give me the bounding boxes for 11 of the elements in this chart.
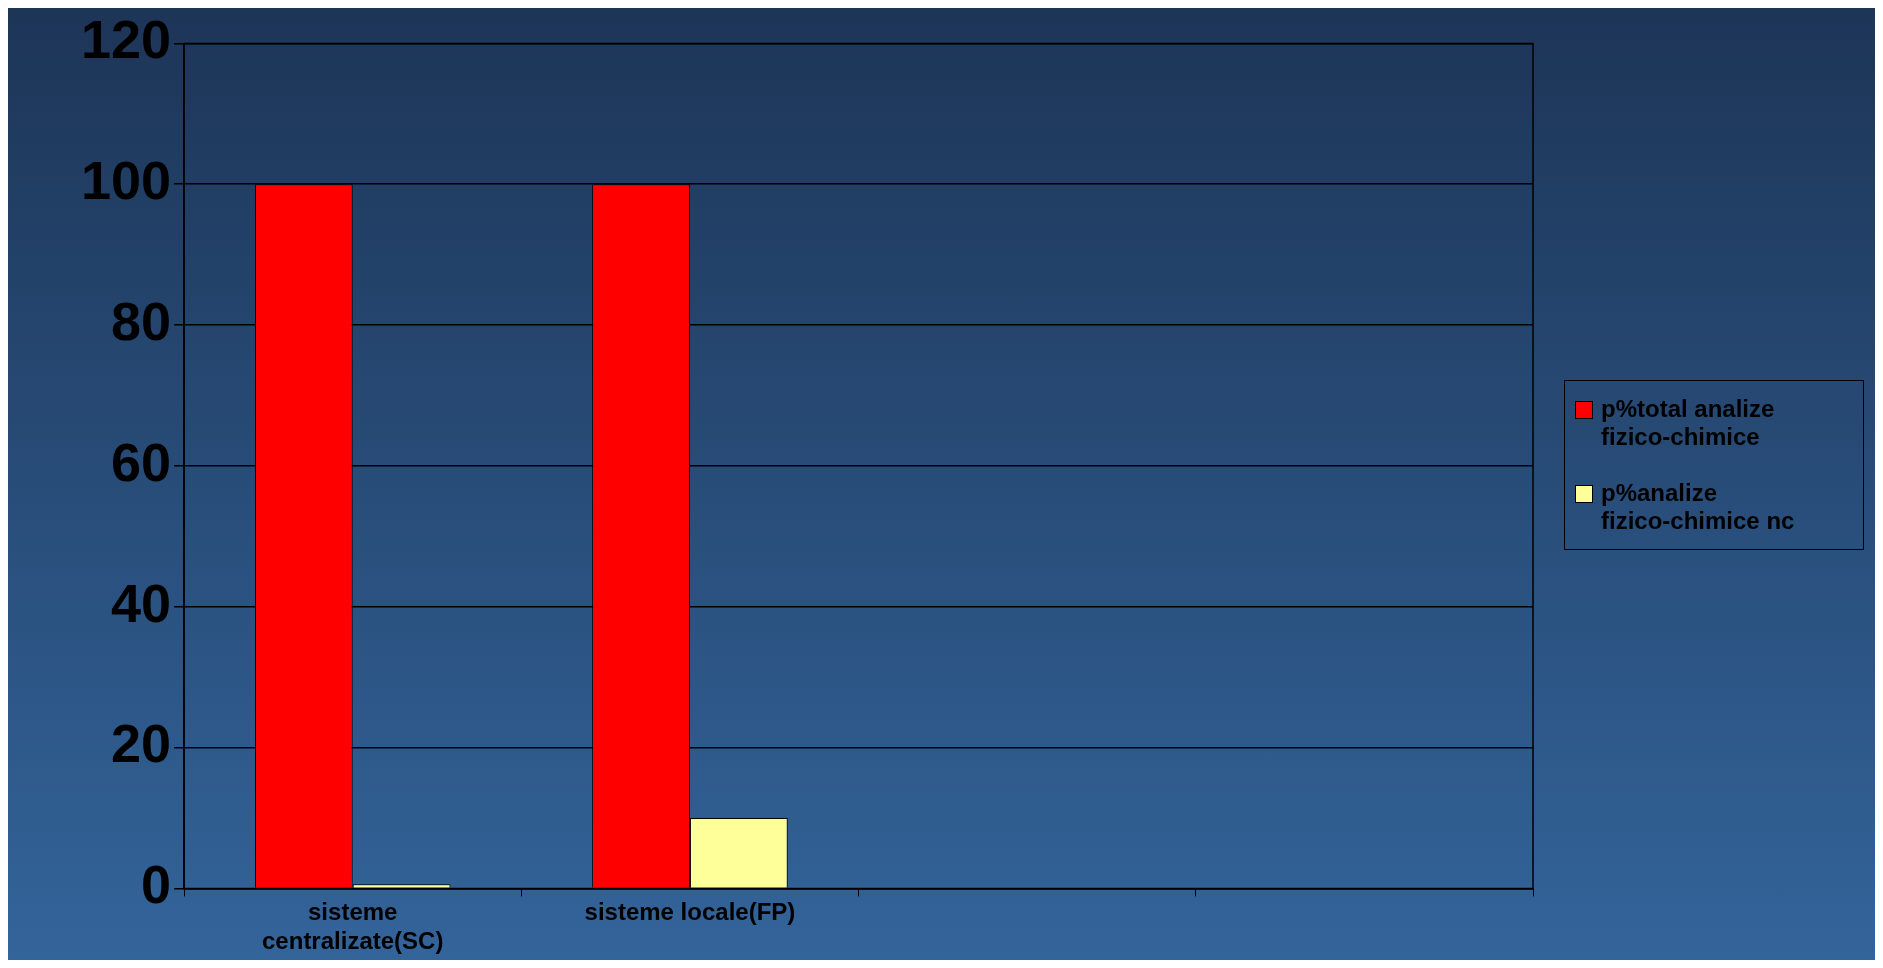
x-tick-label: sisteme centralizate(SC)	[262, 898, 444, 955]
y-tick-label: 40	[111, 572, 172, 633]
x-tick-label: sisteme locale(FP)	[584, 898, 796, 926]
legend-label: p%analize fizico-chimice nc	[1601, 479, 1795, 534]
y-tick-label: 20	[111, 713, 172, 774]
y-tick-label: 100	[80, 150, 172, 211]
y-tick-label: 0	[141, 854, 172, 915]
y-tick-label: 120	[80, 9, 172, 70]
text: p%total analize fizico-chimice	[1601, 395, 1775, 450]
y-tick-label: 60	[111, 431, 172, 492]
y-tick-label: 80	[111, 290, 172, 351]
